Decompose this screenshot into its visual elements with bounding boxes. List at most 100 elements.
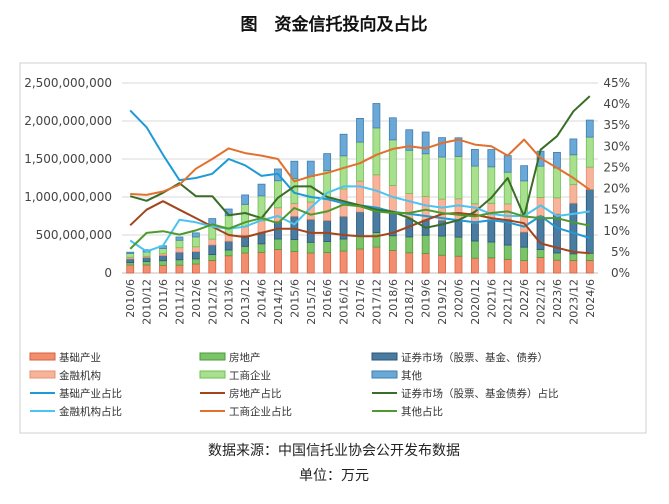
bar-segment bbox=[553, 252, 561, 261]
bar-segment bbox=[126, 258, 135, 264]
bar-segment bbox=[585, 259, 594, 274]
bar-segment bbox=[175, 259, 184, 266]
line-series bbox=[130, 138, 591, 196]
bar-segment bbox=[585, 119, 594, 138]
bar-segment bbox=[142, 264, 151, 274]
x-tick-label: 2017/12 bbox=[370, 279, 383, 325]
right-tick-label: 10% bbox=[603, 224, 630, 238]
bar-segment bbox=[339, 238, 348, 252]
x-tick-label: 2011/6 bbox=[157, 279, 170, 318]
bar-segment bbox=[274, 238, 282, 250]
right-axis: 0% 5% 10% 15% 20% 25% 30% 35% 40% 45% bbox=[603, 76, 630, 280]
legend-label: 房地产 bbox=[229, 351, 261, 364]
x-tick-label: 2020/12 bbox=[469, 279, 482, 325]
left-tick-label: 2,500,000,000 bbox=[24, 76, 112, 90]
x-tick-label: 2021/12 bbox=[502, 279, 515, 325]
bar-segment bbox=[159, 260, 167, 266]
bar-segment bbox=[520, 165, 529, 182]
bar-segment bbox=[569, 138, 578, 156]
bar-segment bbox=[421, 131, 430, 155]
x-axis: 2010/6 2010/12 2011/6 2011/12 2012/6 2012/12 2… bbox=[124, 279, 597, 325]
right-tick-label: 30% bbox=[603, 139, 630, 153]
bar-segment bbox=[372, 103, 381, 129]
bar-segment bbox=[224, 255, 233, 274]
left-tick-label: 0 bbox=[104, 266, 112, 280]
chart-frame bbox=[19, 62, 647, 434]
legend-label: 房地产占比 bbox=[229, 387, 282, 400]
bar-segment bbox=[585, 252, 594, 261]
right-tick-label: 15% bbox=[603, 203, 630, 217]
x-tick-label: 2014/6 bbox=[256, 279, 269, 318]
bar-segment bbox=[438, 219, 446, 237]
bar-segment bbox=[487, 219, 496, 243]
bar-segment bbox=[257, 251, 266, 274]
bar-segment bbox=[191, 246, 200, 252]
legend-swatch bbox=[29, 370, 56, 379]
x-tick-label: 2013/12 bbox=[239, 279, 252, 325]
bar-segment bbox=[323, 241, 332, 253]
bar-segment bbox=[306, 241, 315, 254]
legend-swatch bbox=[29, 352, 56, 361]
bar-segment bbox=[356, 248, 364, 274]
bar-segment bbox=[405, 129, 414, 151]
bar-segment bbox=[306, 219, 315, 243]
bar-segment bbox=[421, 153, 430, 197]
bar-segment bbox=[405, 236, 414, 254]
line-series bbox=[129, 203, 591, 250]
bar-segment bbox=[224, 240, 233, 251]
bar-segment bbox=[126, 252, 135, 258]
bar-segment bbox=[175, 239, 184, 249]
bar-segment bbox=[241, 245, 250, 254]
right-tick-label: 35% bbox=[603, 118, 630, 132]
bar-segment bbox=[191, 232, 200, 238]
x-tick-label: 2024/6 bbox=[584, 279, 597, 318]
bar-segment bbox=[454, 155, 463, 200]
bar-segment bbox=[339, 155, 348, 190]
x-tick-label: 2012/12 bbox=[206, 279, 219, 325]
bar-segment bbox=[142, 257, 151, 262]
bar-segment bbox=[159, 255, 167, 262]
bar-segment bbox=[421, 234, 430, 254]
bar-segment bbox=[569, 253, 578, 261]
x-tick-label: 2010/12 bbox=[141, 279, 154, 325]
bar-segment bbox=[208, 238, 217, 246]
bar-segment bbox=[175, 236, 184, 241]
bar-segment bbox=[257, 220, 266, 233]
legend-label: 证券市场（股票、基金、债券） bbox=[401, 351, 548, 364]
x-tick-label: 2022/6 bbox=[518, 279, 531, 318]
bar-segment bbox=[323, 220, 332, 242]
legend-label: 基础产业占比 bbox=[59, 387, 122, 400]
x-tick-label: 2020/6 bbox=[452, 279, 465, 318]
legend-label: 工商企业 bbox=[229, 369, 271, 382]
bar-segment bbox=[388, 235, 397, 251]
bar-segment bbox=[372, 127, 381, 176]
legend-swatch bbox=[371, 370, 398, 379]
bar-segment bbox=[520, 231, 529, 248]
legend-label: 基础产业 bbox=[59, 351, 101, 364]
bar-segment bbox=[323, 252, 332, 274]
bar-segment bbox=[191, 258, 200, 265]
x-tick-label: 2022/12 bbox=[535, 279, 548, 325]
line-series bbox=[129, 200, 590, 255]
x-tick-label: 2012/6 bbox=[190, 279, 203, 318]
x-tick-label: 2013/6 bbox=[223, 279, 236, 318]
bar-segment bbox=[274, 249, 282, 274]
bar-segment bbox=[470, 149, 479, 167]
bar-segment bbox=[241, 252, 250, 274]
bar-segment bbox=[290, 239, 299, 252]
bar-segment bbox=[274, 180, 282, 209]
bar-segment bbox=[536, 165, 545, 198]
right-tick-label: 5% bbox=[611, 245, 630, 259]
x-tick-label: 2018/6 bbox=[387, 279, 400, 318]
bar-segment bbox=[503, 155, 512, 173]
bar-segment bbox=[323, 153, 332, 172]
legend-label: 其他占比 bbox=[401, 405, 443, 418]
bar-segment bbox=[470, 222, 479, 242]
bar-segment bbox=[585, 136, 594, 168]
chart-title: 图 资金信托投向及占比 bbox=[241, 14, 428, 35]
bar-segment bbox=[405, 252, 414, 274]
bar-segment bbox=[421, 252, 430, 274]
bars bbox=[126, 103, 594, 274]
bar-segment bbox=[241, 226, 250, 236]
left-tick-label: 1,500,000,000 bbox=[24, 152, 112, 166]
